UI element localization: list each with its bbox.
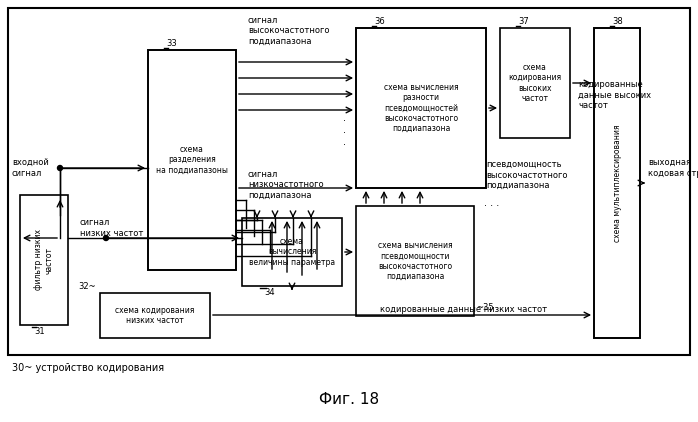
Text: сигнал
высокочастотного
поддиапазона: сигнал высокочастотного поддиапазона: [248, 16, 329, 46]
Text: .
.
.: . . .: [343, 114, 346, 146]
Text: кодированные
данные высоких
частот: кодированные данные высоких частот: [578, 80, 651, 110]
Bar: [148, 50, 236, 270]
Text: схема мультиплексирования: схема мультиплексирования: [613, 124, 621, 242]
Text: ~35: ~35: [476, 303, 493, 312]
Text: 34: 34: [264, 288, 274, 297]
Text: выходная
кодовая строка: выходная кодовая строка: [648, 158, 698, 178]
Bar: [100, 293, 210, 338]
Bar: [594, 28, 640, 338]
Text: Фиг. 18: Фиг. 18: [319, 392, 379, 408]
Bar: [356, 28, 486, 188]
Circle shape: [57, 165, 63, 170]
Text: 38: 38: [612, 17, 623, 26]
Bar: [20, 195, 68, 325]
Text: входной
сигнал: входной сигнал: [12, 158, 49, 178]
Text: псевдомощность
высокочастотного
поддиапазона: псевдомощность высокочастотного поддиапа…: [486, 160, 567, 190]
Bar: [242, 218, 342, 286]
Text: схема вычисления
разности
псевдомощностей
высокочастотного
поддиапазона: схема вычисления разности псевдомощносте…: [384, 83, 459, 133]
Text: фильтр низких
частот: фильтр низких частот: [34, 230, 54, 290]
Circle shape: [103, 235, 108, 241]
Text: 37: 37: [518, 17, 529, 26]
Text: 36: 36: [374, 17, 385, 26]
Text: схема кодирования
низких частот: схема кодирования низких частот: [115, 306, 195, 325]
Text: сигнал
низкочастотного
поддиапазона: сигнал низкочастотного поддиапазона: [248, 170, 324, 200]
Text: кодированные данные низких частот: кодированные данные низких частот: [380, 306, 547, 314]
Text: сигнал
низких частот: сигнал низких частот: [80, 218, 143, 238]
Text: схема
вычисления
величины параметра: схема вычисления величины параметра: [249, 237, 335, 267]
Text: схема вычисления
псевдомощности
высокочастотного
поддиапазона: схема вычисления псевдомощности высокоча…: [378, 241, 452, 281]
Text: 32~: 32~: [78, 282, 96, 291]
Text: · · ·: · · ·: [484, 201, 499, 211]
Text: схема
разделения
на поддиапазоны: схема разделения на поддиапазоны: [156, 145, 228, 175]
Bar: [356, 206, 474, 316]
Bar: [500, 28, 570, 138]
Text: 33: 33: [166, 39, 177, 48]
Text: 31: 31: [34, 327, 45, 336]
Text: 30~ устройство кодирования: 30~ устройство кодирования: [12, 363, 164, 373]
Text: схема
кодирования
высоких
частот: схема кодирования высоких частот: [508, 63, 562, 103]
Bar: [8, 8, 690, 355]
